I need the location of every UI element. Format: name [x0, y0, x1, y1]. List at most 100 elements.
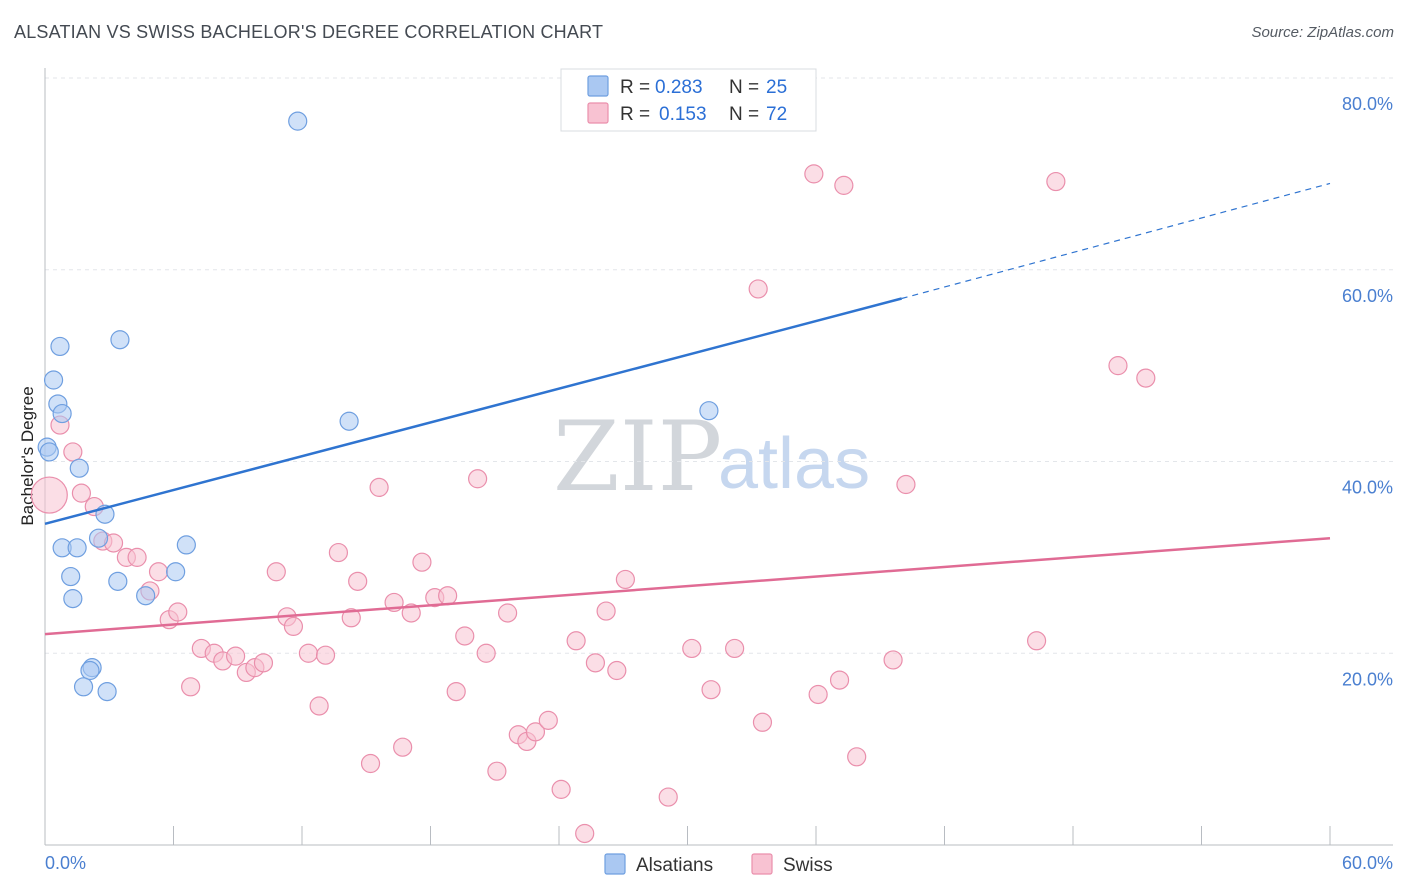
- swiss-point: [341, 608, 361, 628]
- swiss-point: [566, 631, 586, 651]
- swiss-point: [538, 710, 558, 730]
- y-tick-label: 60.0%: [1342, 286, 1393, 306]
- alsatians-point: [63, 589, 83, 609]
- swiss-point: [309, 696, 329, 716]
- swiss-point: [253, 653, 274, 673]
- swiss-point: [446, 681, 466, 702]
- swiss-point: [127, 547, 147, 567]
- swiss-point: [525, 722, 546, 742]
- alsatians-point: [50, 336, 70, 357]
- alsatians-point: [61, 566, 81, 587]
- x-tick-label-max: 60.0%: [1342, 853, 1393, 873]
- bottom-legend-swatch-swiss: [751, 853, 773, 875]
- y-tick-label: 80.0%: [1342, 94, 1393, 114]
- alsatians-point: [80, 660, 100, 681]
- swiss-point: [748, 279, 768, 299]
- legend-n-label-alsatians: N =: [729, 77, 759, 98]
- swiss-point: [487, 761, 507, 781]
- swiss-point: [1108, 356, 1128, 376]
- swiss-point: [847, 747, 867, 767]
- swiss-point: [607, 660, 627, 681]
- watermark: ZIP atlas: [553, 401, 870, 513]
- alsatians-point: [166, 562, 186, 582]
- swiss-point: [1046, 171, 1066, 192]
- swiss-point: [315, 645, 336, 665]
- chart-source: Source: ZipAtlas.com: [1251, 24, 1394, 41]
- y-tick-label: 40.0%: [1342, 478, 1393, 498]
- alsatians-point: [67, 538, 87, 558]
- bottom-legend: Alsatians Swiss: [604, 853, 833, 876]
- swiss-point: [498, 603, 518, 623]
- alsatians-trend-line: [44, 297, 902, 526]
- alsatians-point: [288, 111, 308, 131]
- swiss-point: [226, 646, 246, 666]
- swiss-point: [30, 476, 68, 514]
- bottom-legend-label-alsatians: Alsatians: [636, 855, 713, 876]
- swiss-point: [348, 571, 368, 591]
- swiss-point: [266, 562, 286, 582]
- alsatians-point: [699, 401, 719, 421]
- alsatians-point: [73, 677, 94, 697]
- legend-swatch-swiss: [587, 102, 609, 124]
- swiss-point: [369, 477, 389, 497]
- chart-title: ALSATIAN VS SWISS BACHELOR'S DEGREE CORR…: [14, 22, 604, 42]
- swiss-point: [181, 677, 201, 697]
- swiss-point: [63, 442, 83, 462]
- swiss-point: [328, 542, 349, 563]
- swiss-point: [596, 601, 616, 621]
- watermark-zip: ZIP: [553, 401, 722, 513]
- swiss-point: [1026, 631, 1047, 651]
- swiss-point: [829, 670, 850, 690]
- swiss-point: [298, 643, 319, 663]
- trend-lines: [44, 182, 1331, 636]
- swiss-point: [804, 164, 824, 184]
- legend-n-value-swiss: 72: [766, 104, 787, 125]
- alsatians-point: [176, 535, 196, 555]
- swiss-point: [476, 643, 496, 663]
- swiss-point: [168, 602, 188, 622]
- swiss-point: [401, 603, 421, 623]
- swiss-point: [752, 712, 773, 732]
- swiss-point: [455, 626, 475, 646]
- y-tick-label: 20.0%: [1342, 669, 1393, 689]
- legend-n-value-alsatians: 25: [766, 77, 787, 98]
- swiss-point: [438, 586, 458, 606]
- swiss-point: [682, 638, 702, 659]
- alsatians-point: [88, 528, 109, 548]
- swiss-point: [71, 483, 92, 503]
- alsatians-point: [69, 458, 89, 478]
- swiss-point: [551, 779, 571, 799]
- swiss-point: [412, 552, 432, 572]
- alsatians-trend-extension: [901, 182, 1331, 300]
- swiss-point: [575, 823, 595, 844]
- swiss-point: [808, 684, 828, 705]
- watermark-atlas: atlas: [718, 424, 870, 504]
- y-tick-labels: 20.0% 40.0% 60.0% 80.0%: [1342, 94, 1393, 689]
- alsatians-point: [52, 403, 72, 424]
- alsatians-point: [136, 586, 156, 606]
- legend-r-label-alsatians: R =: [620, 77, 650, 98]
- swiss-point: [393, 737, 413, 757]
- alsatians-point: [339, 411, 359, 431]
- x-tick-label-min: 0.0%: [45, 853, 86, 873]
- swiss-point: [585, 653, 606, 673]
- alsatians-points: [37, 111, 719, 702]
- legend: R = 0.283 N = 25 R = 0.153 N = 72: [560, 68, 817, 132]
- alsatians-point: [97, 681, 117, 702]
- swiss-trend-line: [44, 536, 1331, 636]
- swiss-point: [1136, 368, 1156, 388]
- swiss-points: [30, 164, 1156, 844]
- swiss-point: [896, 474, 916, 495]
- swiss-point: [658, 787, 678, 807]
- swiss-point: [725, 638, 745, 659]
- bottom-legend-label-swiss: Swiss: [783, 855, 833, 876]
- alsatians-point: [43, 370, 64, 390]
- legend-r-value-alsatians: 0.283: [655, 77, 703, 98]
- swiss-point: [283, 616, 304, 637]
- legend-swatch-alsatians: [587, 75, 609, 97]
- swiss-point: [883, 650, 903, 670]
- swiss-point: [834, 175, 854, 195]
- legend-r-label-swiss: R =: [620, 104, 650, 125]
- alsatians-point: [39, 442, 59, 462]
